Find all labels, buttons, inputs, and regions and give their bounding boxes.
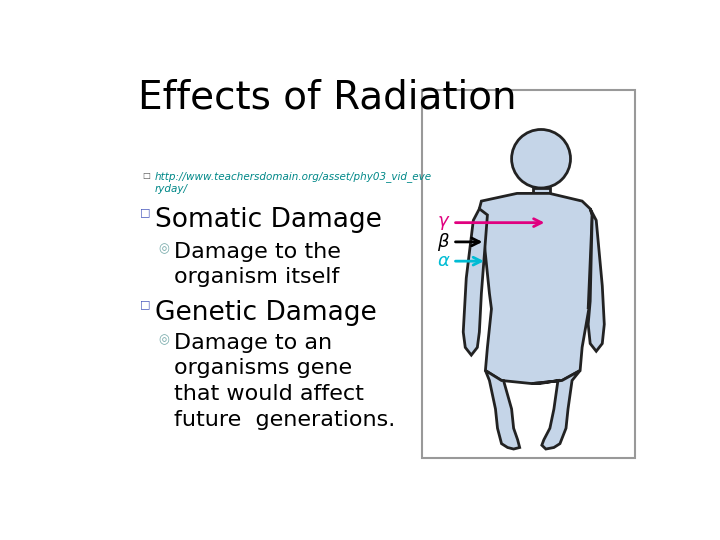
Text: Damage to an
organisms gene
that would affect
future  generations.: Damage to an organisms gene that would a… [174, 333, 395, 429]
Text: ◎: ◎ [158, 333, 169, 346]
Polygon shape [588, 209, 604, 351]
Text: Somatic Damage: Somatic Damage [155, 207, 382, 233]
Text: http://www.teachersdomain.org/asset/phy03_vid_eve
ryday/: http://www.teachersdomain.org/asset/phy0… [155, 171, 432, 193]
Circle shape [512, 130, 570, 188]
Text: Effects of Radiation: Effects of Radiation [138, 79, 516, 117]
Polygon shape [463, 209, 487, 355]
Text: ◎: ◎ [158, 242, 169, 255]
Text: □: □ [140, 207, 150, 217]
Text: Damage to the
organism itself: Damage to the organism itself [174, 242, 341, 287]
Text: Genetic Damage: Genetic Damage [155, 300, 377, 326]
Polygon shape [480, 193, 593, 383]
Text: $\gamma$: $\gamma$ [437, 214, 451, 232]
Bar [422, 90, 635, 458]
Text: $\alpha$: $\alpha$ [437, 252, 451, 270]
Polygon shape [485, 370, 520, 449]
Bar [533, 188, 549, 207]
Text: □: □ [140, 300, 150, 309]
Text: □: □ [143, 171, 150, 180]
Polygon shape [532, 370, 580, 449]
Text: $\beta$: $\beta$ [437, 231, 450, 253]
